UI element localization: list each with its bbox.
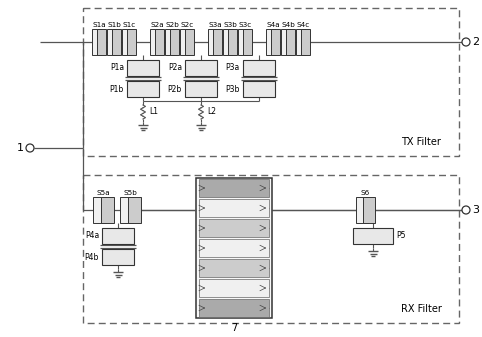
Text: RX Filter: RX Filter — [401, 304, 442, 314]
Bar — [92, 29, 101, 55]
Bar — [266, 29, 275, 55]
Text: S2a: S2a — [150, 22, 164, 28]
Text: L1: L1 — [149, 108, 158, 117]
Bar — [196, 178, 272, 318]
Bar — [214, 29, 222, 55]
Bar — [170, 29, 179, 55]
Bar — [155, 29, 164, 55]
Bar — [199, 179, 269, 197]
Text: S1c: S1c — [122, 22, 135, 28]
Bar — [127, 29, 136, 55]
Bar — [223, 29, 232, 55]
Text: S2b: S2b — [165, 22, 179, 28]
Bar — [199, 299, 269, 317]
Bar — [296, 29, 305, 55]
Text: P3b: P3b — [226, 85, 240, 93]
Text: S5b: S5b — [123, 190, 137, 196]
Bar — [97, 29, 107, 55]
Text: S4b: S4b — [281, 22, 295, 28]
Bar — [353, 228, 393, 244]
Bar — [107, 29, 116, 55]
Text: S3c: S3c — [239, 22, 252, 28]
Bar — [128, 197, 141, 223]
Circle shape — [26, 144, 34, 152]
Text: S4a: S4a — [266, 22, 280, 28]
Text: 3: 3 — [472, 205, 480, 215]
Bar — [238, 29, 247, 55]
Bar — [199, 219, 269, 237]
Bar — [363, 197, 375, 223]
Text: S6: S6 — [361, 190, 370, 196]
Text: 2: 2 — [472, 37, 480, 47]
Text: S1b: S1b — [107, 22, 121, 28]
Text: P5: P5 — [396, 232, 405, 241]
Bar — [356, 197, 368, 223]
Bar — [180, 29, 189, 55]
Bar — [228, 29, 238, 55]
Bar — [102, 249, 134, 265]
Text: S3a: S3a — [208, 22, 222, 28]
Text: S4c: S4c — [296, 22, 309, 28]
Text: P4b: P4b — [85, 252, 99, 262]
Bar — [185, 81, 217, 97]
Text: 1: 1 — [16, 143, 24, 153]
Bar — [199, 199, 269, 217]
Circle shape — [462, 206, 470, 214]
Bar — [83, 175, 459, 323]
Bar — [120, 197, 133, 223]
Bar — [102, 228, 134, 244]
Bar — [185, 60, 217, 76]
Text: L2: L2 — [207, 108, 216, 117]
Bar — [199, 259, 269, 277]
Circle shape — [462, 38, 470, 46]
Bar — [101, 197, 114, 223]
Bar — [165, 29, 174, 55]
Bar — [271, 29, 281, 55]
Text: P1b: P1b — [110, 85, 124, 93]
Bar — [122, 29, 131, 55]
Text: S2c: S2c — [180, 22, 194, 28]
Bar — [199, 279, 269, 297]
Bar — [83, 8, 459, 156]
Bar — [150, 29, 159, 55]
Bar — [127, 60, 159, 76]
Bar — [208, 29, 217, 55]
Bar — [93, 197, 106, 223]
Bar — [243, 81, 275, 97]
Bar — [112, 29, 121, 55]
Text: P2a: P2a — [168, 63, 182, 72]
Text: TX Filter: TX Filter — [401, 137, 441, 147]
Bar — [243, 29, 253, 55]
Bar — [127, 81, 159, 97]
Bar — [243, 60, 275, 76]
Bar — [281, 29, 290, 55]
Bar — [199, 239, 269, 257]
Text: S3b: S3b — [223, 22, 237, 28]
Text: P3a: P3a — [226, 63, 240, 72]
Text: P4a: P4a — [85, 232, 99, 241]
Bar — [185, 29, 194, 55]
Text: S5a: S5a — [96, 190, 110, 196]
Text: 7: 7 — [231, 323, 237, 333]
Text: S1a: S1a — [92, 22, 106, 28]
Text: P2b: P2b — [168, 85, 182, 93]
Bar — [301, 29, 310, 55]
Text: P1a: P1a — [110, 63, 124, 72]
Bar — [286, 29, 295, 55]
